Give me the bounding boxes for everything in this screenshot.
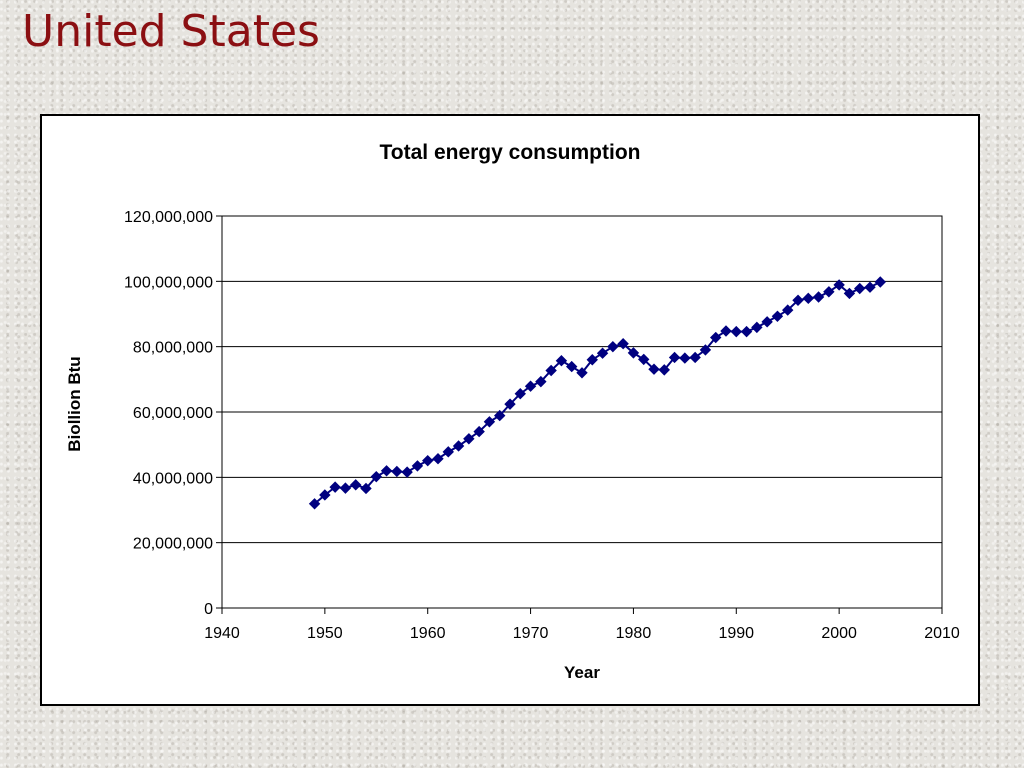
data-point-marker (463, 433, 475, 445)
data-point-marker (555, 355, 568, 367)
data-point-marker (802, 292, 814, 305)
x-tick-label: 1970 (513, 625, 549, 642)
x-tick-label: 1980 (616, 625, 652, 642)
data-point-marker (627, 347, 640, 359)
data-point-marker (350, 479, 362, 491)
y-tick-label: 60,000,000 (133, 405, 213, 422)
data-point-marker (751, 321, 763, 334)
x-tick-label: 1990 (718, 625, 754, 642)
data-point-marker (452, 440, 465, 452)
data-point-marker (576, 367, 588, 379)
data-point-marker (339, 482, 352, 494)
data-point-marker (596, 347, 609, 359)
data-point-marker (422, 454, 434, 467)
y-tick-label: 40,000,000 (133, 470, 213, 487)
y-gridlines (222, 280, 942, 544)
data-point-marker (771, 310, 784, 322)
data-point-marker (854, 282, 866, 295)
data-point-marker (730, 325, 742, 338)
y-tick-label: 0 (204, 601, 213, 618)
y-tick-label: 100,000,000 (124, 274, 213, 291)
data-point-marker (679, 352, 691, 364)
x-axis-ticks: 1940 1950 1960 1970 1980 1990 2000 2010 (204, 608, 960, 642)
y-tick-label: 80,000,000 (133, 340, 213, 357)
data-point-marker (607, 340, 619, 353)
data-point-marker (689, 351, 701, 364)
series-points (308, 276, 886, 510)
data-point-marker (812, 291, 825, 303)
data-point-marker (401, 466, 413, 478)
data-point-marker (668, 351, 681, 364)
y-axis-ticks: 0 20,000,000 40,000,000 60,000,000 80,000,00… (124, 209, 222, 618)
data-point-marker (524, 380, 537, 392)
data-point-marker (545, 364, 557, 377)
data-point-marker (308, 498, 321, 510)
data-point-marker (483, 416, 496, 428)
y-axis-label: Biollion Btu (65, 356, 84, 451)
data-point-marker (535, 375, 547, 388)
data-point-marker (494, 409, 506, 422)
y-tick-label: 20,000,000 (133, 536, 213, 553)
data-point-marker (566, 360, 578, 373)
data-point-marker (864, 281, 876, 293)
data-point-marker (658, 364, 670, 376)
chart-svg: Total energy consumption 0 20,000,000 40,0… (65, 141, 960, 682)
data-point-marker (380, 465, 393, 477)
x-tick-label: 2000 (821, 625, 857, 642)
data-point-marker (360, 482, 372, 495)
data-point-marker (514, 387, 526, 400)
x-tick-label: 1940 (204, 625, 240, 642)
data-point-marker (329, 481, 341, 493)
x-tick-label: 2010 (924, 625, 960, 642)
data-point-marker (617, 338, 629, 350)
data-point-marker (874, 276, 886, 288)
data-point-marker (823, 286, 835, 298)
data-point-marker (761, 316, 773, 328)
chart-container: Total energy consumption 0 20,000,000 40,0… (40, 114, 980, 706)
y-tick-label: 120,000,000 (124, 209, 213, 226)
data-point-marker (648, 363, 660, 375)
slide-title: United States (22, 6, 320, 57)
chart-title: Total energy consumption (380, 141, 641, 164)
x-axis-label: Year (564, 663, 600, 682)
data-point-marker (319, 489, 331, 501)
data-point-marker (432, 453, 444, 465)
data-point-marker (370, 470, 382, 483)
data-point-marker (473, 425, 485, 438)
data-point-marker (720, 325, 732, 337)
data-point-marker (504, 398, 516, 410)
data-point-marker (391, 465, 403, 478)
data-point-marker (792, 294, 804, 306)
data-point-marker (710, 331, 722, 344)
x-tick-label: 1960 (410, 625, 446, 642)
data-point-marker (740, 325, 753, 338)
data-point-marker (782, 304, 794, 316)
data-point-marker (699, 344, 712, 356)
data-point-marker (442, 446, 454, 458)
data-point-marker (411, 460, 424, 472)
data-point-marker (833, 279, 845, 291)
data-point-marker (638, 353, 650, 366)
data-point-marker (843, 287, 856, 300)
data-point-marker (586, 354, 598, 366)
x-tick-label: 1950 (307, 625, 343, 642)
